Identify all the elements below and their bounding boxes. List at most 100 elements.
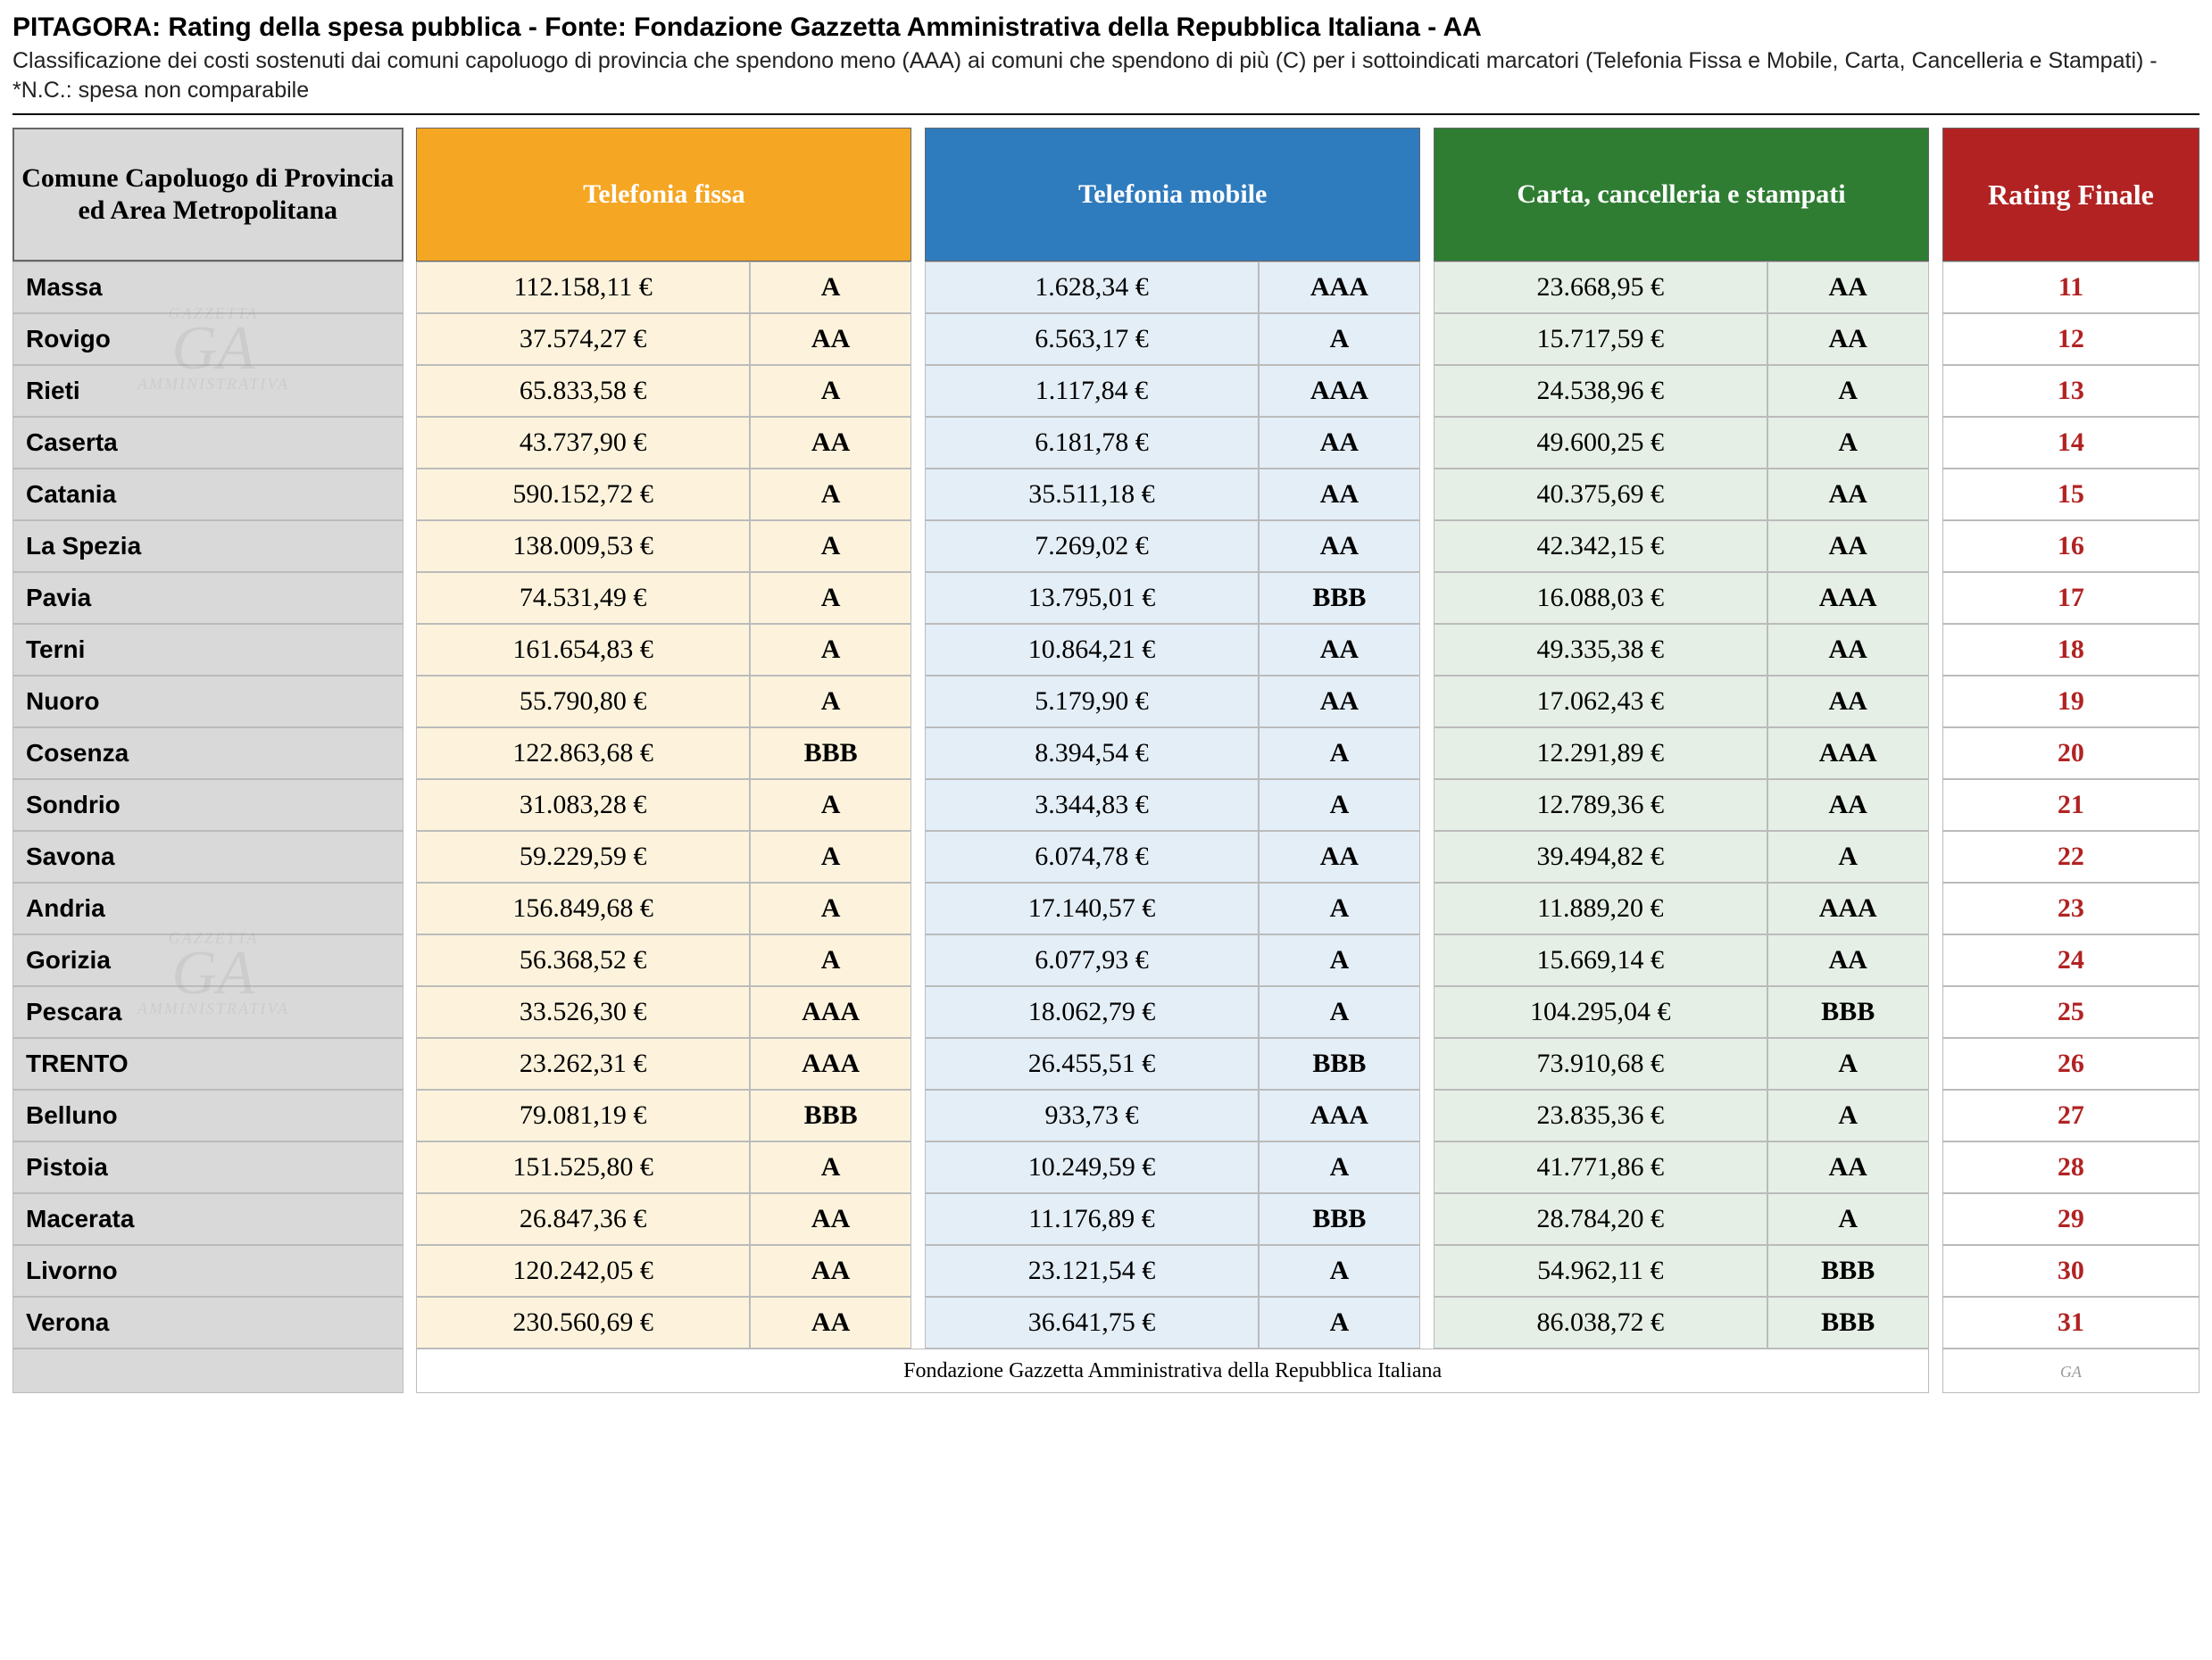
col-gap	[911, 1090, 925, 1141]
table-row: Belluno79.081,19 €BBB933,73 €AAA23.835,3…	[12, 1090, 2200, 1141]
cell-value: 33.526,30 €	[416, 986, 749, 1038]
cell-comune: Verona	[12, 1297, 403, 1349]
table-row: Cosenza122.863,68 €BBB8.394,54 €A12.291,…	[12, 727, 2200, 779]
cell-value: 138.009,53 €	[416, 520, 749, 572]
cell-rating: A	[750, 469, 911, 520]
col-gap	[911, 883, 925, 934]
col-gap	[1929, 779, 1942, 831]
cell-rating: AAA	[1259, 1090, 1420, 1141]
cell-rating: AA	[1259, 520, 1420, 572]
cell-final-rating: 13	[1942, 365, 2200, 417]
cell-rating: AA	[1767, 624, 1929, 676]
page-title: PITAGORA: Rating della spesa pubblica - …	[12, 12, 2200, 43]
cell-final-rating: 26	[1942, 1038, 2200, 1090]
col-gap	[911, 624, 925, 676]
cell-rating: A	[1767, 1193, 1929, 1245]
col-gap	[1420, 986, 1434, 1038]
col-gap	[1929, 883, 1942, 934]
col-gap	[1420, 831, 1434, 883]
col-gap	[1420, 624, 1434, 676]
cell-rating: A	[1767, 831, 1929, 883]
col-gap	[1420, 313, 1434, 365]
table-row: TRENTO23.262,31 €AAA26.455,51 €BBB73.910…	[12, 1038, 2200, 1090]
cell-value: 1.117,84 €	[925, 365, 1258, 417]
cell-value: 36.641,75 €	[925, 1297, 1258, 1349]
cell-comune: Livorno	[12, 1245, 403, 1297]
table-row: Sondrio31.083,28 €A3.344,83 €A12.789,36 …	[12, 779, 2200, 831]
cell-rating: BBB	[1767, 1245, 1929, 1297]
col-gap	[1420, 727, 1434, 779]
cell-comune: Nuoro	[12, 676, 403, 727]
cell-value: 41.771,86 €	[1434, 1141, 1767, 1193]
table-row: Nuoro55.790,80 €A5.179,90 €AA17.062,43 €…	[12, 676, 2200, 727]
col-gap	[911, 676, 925, 727]
cell-final-rating: 23	[1942, 883, 2200, 934]
divider	[12, 113, 2200, 115]
cell-value: 8.394,54 €	[925, 727, 1258, 779]
cell-rating: AAA	[1767, 572, 1929, 624]
table-row: Rovigo37.574,27 €AA6.563,17 €A15.717,59 …	[12, 313, 2200, 365]
cell-value: 6.077,93 €	[925, 934, 1258, 986]
cell-value: 16.088,03 €	[1434, 572, 1767, 624]
col-gap	[403, 624, 417, 676]
cell-value: 86.038,72 €	[1434, 1297, 1767, 1349]
col-gap	[911, 128, 925, 261]
cell-final-rating: 30	[1942, 1245, 2200, 1297]
cell-rating: A	[750, 624, 911, 676]
cell-value: 10.249,59 €	[925, 1141, 1258, 1193]
cell-value: 15.717,59 €	[1434, 313, 1767, 365]
col-gap	[1929, 676, 1942, 727]
col-gap	[911, 1141, 925, 1193]
cell-value: 35.511,18 €	[925, 469, 1258, 520]
cell-value: 7.269,02 €	[925, 520, 1258, 572]
cell-value: 23.121,54 €	[925, 1245, 1258, 1297]
col-gap	[1420, 1090, 1434, 1141]
cell-value: 65.833,58 €	[416, 365, 749, 417]
table-row: Terni161.654,83 €A10.864,21 €AA49.335,38…	[12, 624, 2200, 676]
cell-final-rating: 29	[1942, 1193, 2200, 1245]
cell-value: 55.790,80 €	[416, 676, 749, 727]
cell-rating: A	[1767, 365, 1929, 417]
cell-rating: A	[750, 572, 911, 624]
cell-value: 11.176,89 €	[925, 1193, 1258, 1245]
cell-value: 59.229,59 €	[416, 831, 749, 883]
cell-rating: AA	[1259, 831, 1420, 883]
cell-value: 5.179,90 €	[925, 676, 1258, 727]
table-row: Massa112.158,11 €A1.628,34 €AAA23.668,95…	[12, 261, 2200, 313]
col-gap	[911, 831, 925, 883]
col-gap	[403, 1193, 417, 1245]
cell-rating: AA	[750, 313, 911, 365]
cell-value: 43.737,90 €	[416, 417, 749, 469]
cell-value: 590.152,72 €	[416, 469, 749, 520]
col-gap	[1420, 1297, 1434, 1349]
col-gap	[403, 986, 417, 1038]
col-header-telefonia-fissa: Telefonia fissa	[416, 128, 911, 261]
col-gap	[1929, 1297, 1942, 1349]
page-subtitle: Classificazione dei costi sostenuti dai …	[12, 46, 2200, 104]
cell-value: 40.375,69 €	[1434, 469, 1767, 520]
col-gap	[1420, 676, 1434, 727]
cell-value: 18.062,79 €	[925, 986, 1258, 1038]
table-row: Andria156.849,68 €A17.140,57 €A11.889,20…	[12, 883, 2200, 934]
col-gap	[1420, 883, 1434, 934]
cell-rating: A	[1259, 883, 1420, 934]
table-row: Pavia74.531,49 €A13.795,01 €BBB16.088,03…	[12, 572, 2200, 624]
col-gap	[911, 365, 925, 417]
table-row: Rieti65.833,58 €A1.117,84 €AAA24.538,96 …	[12, 365, 2200, 417]
col-gap	[911, 520, 925, 572]
cell-rating: A	[1259, 986, 1420, 1038]
col-gap	[403, 883, 417, 934]
cell-rating: A	[1767, 417, 1929, 469]
table-row: Savona59.229,59 €A6.074,78 €AA39.494,82 …	[12, 831, 2200, 883]
cell-final-rating: 25	[1942, 986, 2200, 1038]
cell-rating: BBB	[1767, 1297, 1929, 1349]
cell-final-rating: 11	[1942, 261, 2200, 313]
footer-cell	[12, 1349, 403, 1393]
cell-value: 161.654,83 €	[416, 624, 749, 676]
cell-comune: Belluno	[12, 1090, 403, 1141]
col-gap	[403, 128, 417, 261]
col-gap	[403, 1090, 417, 1141]
cell-rating: AA	[750, 417, 911, 469]
cell-comune: Terni	[12, 624, 403, 676]
cell-value: 42.342,15 €	[1434, 520, 1767, 572]
